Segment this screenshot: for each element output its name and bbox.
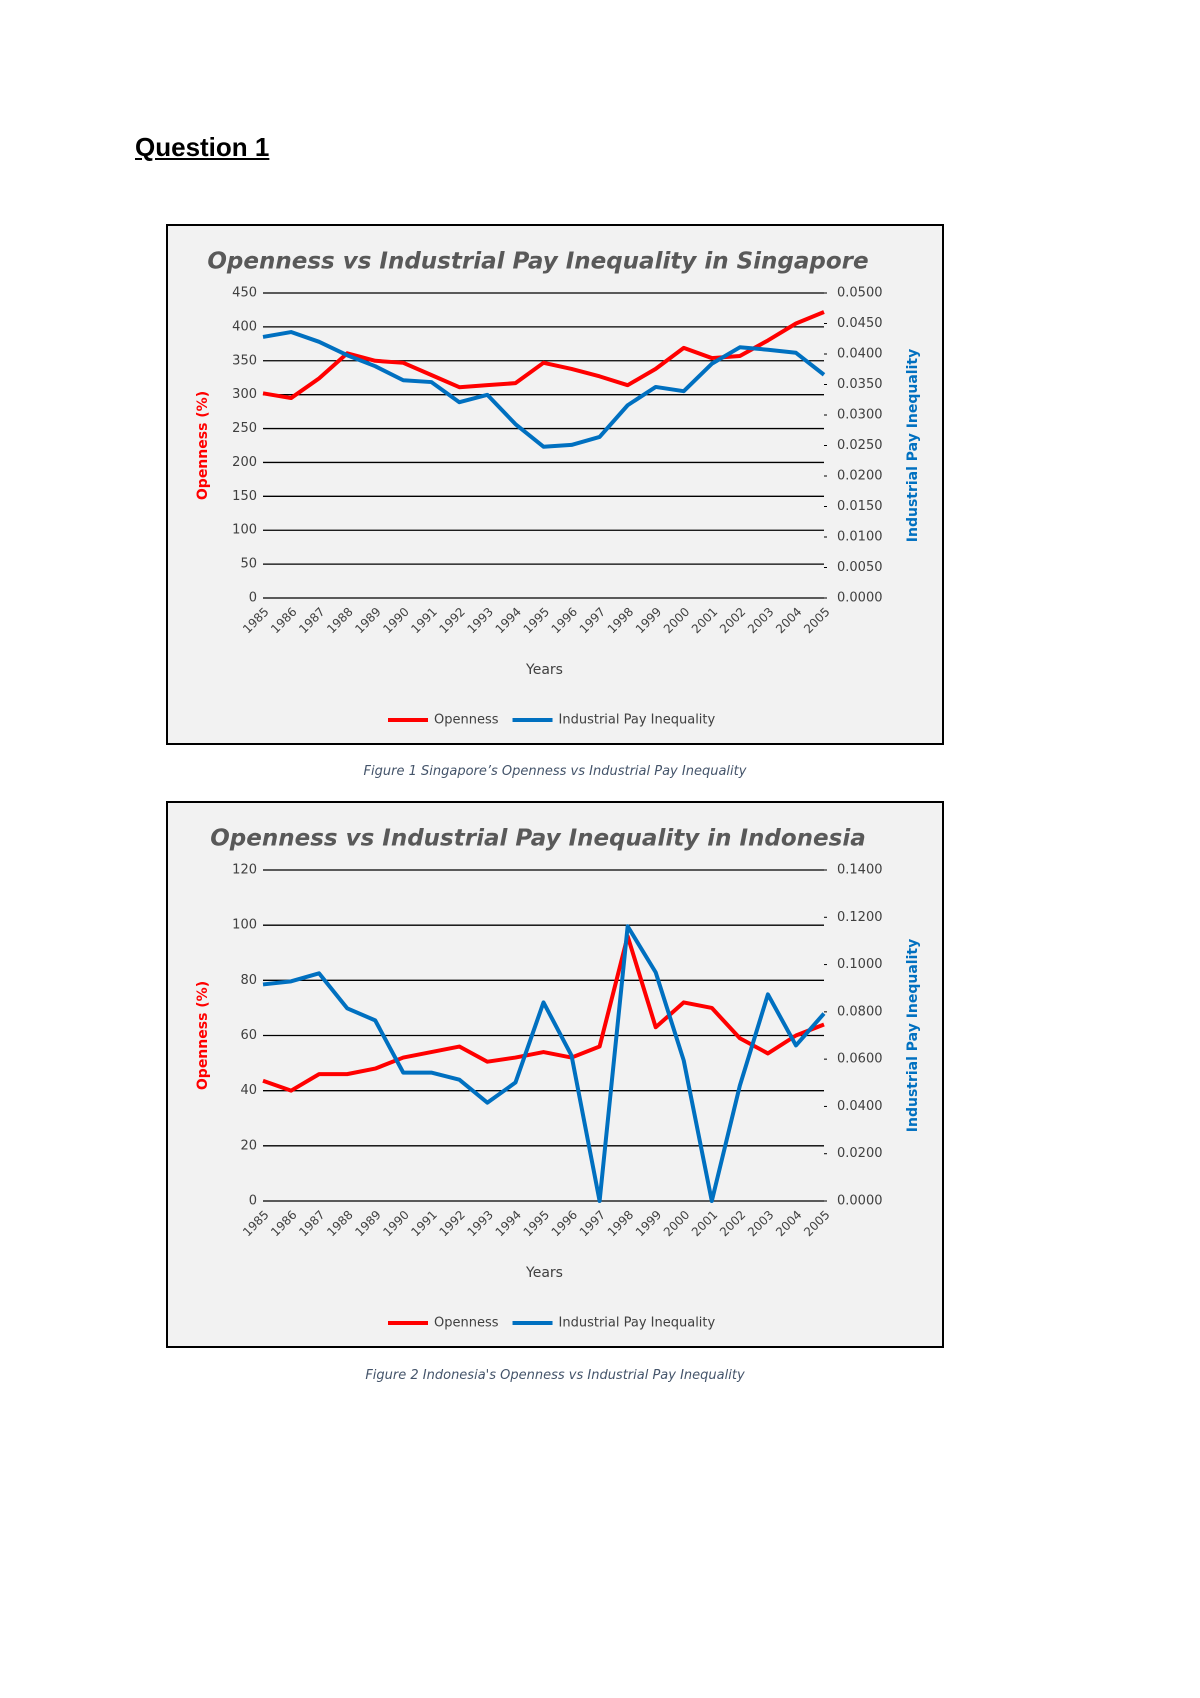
y2-tick-label: 0.0300 (837, 408, 883, 423)
y-tick-label: 0 (249, 1194, 257, 1209)
y2-tick-label: 0.0150 (837, 499, 883, 514)
chart-background (166, 224, 944, 745)
series-line (262, 924, 826, 1203)
caption: Figure 1 Singapore’s Openness vs Industr… (363, 764, 747, 779)
y2-tick-label: 0.0500 (837, 286, 883, 301)
y2-tick-label: 0.0400 (837, 1099, 883, 1114)
y2-tick-label: 0.0400 (837, 347, 883, 362)
y-tick-label: 80 (240, 973, 257, 988)
x-axis-title: Years (525, 662, 563, 678)
series-line (262, 330, 826, 449)
series-line (262, 934, 825, 1093)
chart-frame: Openness vs Industrial Pay Inequality in… (166, 801, 944, 1348)
y2-tick-label: 0.0600 (837, 1052, 883, 1067)
y2-tick-label: 0.0000 (837, 591, 883, 606)
chart-title: Openness vs Industrial Pay Inequality in… (207, 249, 868, 275)
chart: Openness vs Industrial Pay Inequality in… (166, 224, 944, 745)
y2-tick-label: 0.0350 (837, 377, 883, 392)
y2-tick-label: 0.0050 (837, 560, 883, 575)
chart: Openness vs Industrial Pay Inequality in… (166, 801, 944, 1348)
y-tick-label: 450 (232, 286, 257, 301)
y2-tick-label: 0.0100 (837, 530, 883, 545)
x-axis-title: Years (525, 1265, 563, 1281)
heading: Question 1 (135, 132, 270, 162)
y-tick-label: 40 (240, 1083, 257, 1098)
series-line (262, 310, 825, 401)
y2-tick-label: 0.0450 (837, 316, 883, 331)
chart-frame: Openness vs Industrial Pay Inequality in… (166, 224, 944, 745)
y-tick-label: 20 (240, 1138, 257, 1153)
y2-tick-label: 0.0000 (837, 1194, 883, 1209)
y-tick-label: 150 (232, 489, 257, 504)
y-tick-label: 250 (232, 421, 257, 436)
legend-label: Openness (434, 1316, 499, 1331)
y2-tick-label: 0.0200 (837, 469, 883, 484)
y2-tick-label: 0.0200 (837, 1146, 883, 1161)
y2-tick-label: 0.1400 (837, 863, 883, 878)
y-tick-label: 400 (232, 319, 257, 334)
y-tick-label: 100 (232, 918, 257, 933)
y2-tick-label: 0.0250 (837, 438, 883, 453)
y-tick-label: 60 (240, 1028, 257, 1043)
caption: Figure 2 Indonesia's Openness vs Industr… (365, 1368, 745, 1383)
y-tick-label: 0 (249, 591, 257, 606)
y-tick-label: 100 (232, 523, 257, 538)
chart-background (166, 801, 944, 1348)
y2-tick-label: 0.1200 (837, 910, 883, 925)
y-axis-title: Openness (%) (195, 981, 211, 1090)
legend-label: Openness (434, 713, 499, 728)
y2-tick-label: 0.1000 (837, 957, 883, 972)
y-tick-label: 300 (232, 387, 257, 402)
legend-label: Industrial Pay Inequality (559, 713, 716, 728)
legend-label: Industrial Pay Inequality (559, 1316, 716, 1331)
y-tick-label: 50 (240, 557, 257, 572)
y2-tick-label: 0.0800 (837, 1004, 883, 1019)
chart-title: Openness vs Industrial Pay Inequality in… (210, 826, 866, 852)
y-tick-label: 350 (232, 353, 257, 368)
y2-axis-title: Industrial Pay Inequality (905, 939, 921, 1132)
y2-axis-title: Industrial Pay Inequality (905, 349, 921, 542)
y-axis-title: Openness (%) (195, 391, 211, 500)
y-tick-label: 120 (232, 863, 257, 878)
y-tick-label: 200 (232, 455, 257, 470)
